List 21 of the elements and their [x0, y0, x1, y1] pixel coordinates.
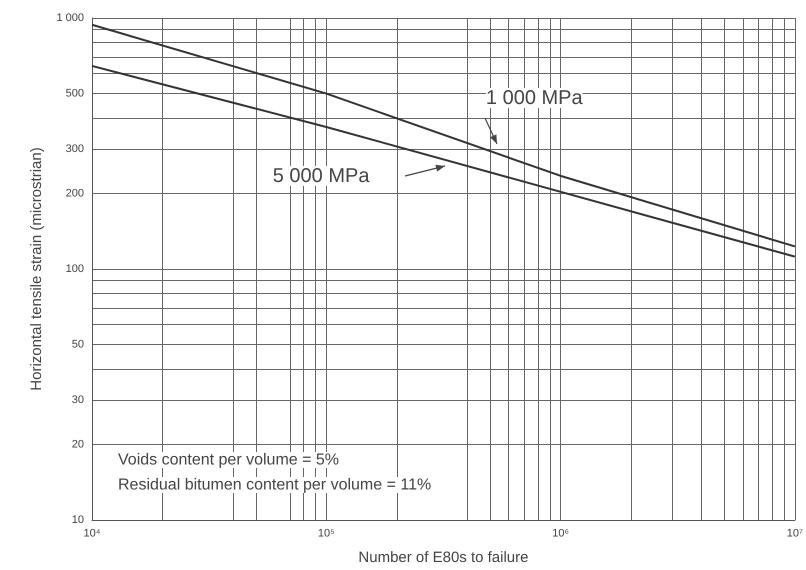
- annotation: Residual bitumen content per volume = 11%: [118, 476, 432, 494]
- y-tick-label: 50: [72, 338, 84, 351]
- y-tick-label: 100: [66, 263, 84, 275]
- x-tick-label: 10⁵: [318, 528, 335, 540]
- x-tick-label: 10⁷: [786, 528, 804, 540]
- y-tick-label: 300: [66, 143, 84, 156]
- series-label: 5 000 MPa: [272, 164, 370, 187]
- y-tick-label: 200: [66, 187, 84, 200]
- y-axis-title: Horizontal tensile strain (microstrian): [28, 147, 45, 391]
- annotation: Voids content per volume = 5%: [118, 452, 340, 468]
- series-label: 1 000 MPa: [486, 87, 584, 110]
- x-axis-title: Number of E80s to failure: [358, 549, 528, 566]
- y-tick-label: 20: [72, 438, 84, 450]
- y-tick-label: 10: [72, 514, 84, 526]
- x-tick-label: 10⁶: [552, 528, 569, 540]
- x-tick-label: 10⁴: [84, 528, 101, 540]
- line-series: [91, 24, 796, 248]
- y-tick-label: 500: [66, 88, 84, 100]
- y-tick-label: 1 000: [56, 12, 84, 24]
- y-tick-label: 30: [72, 394, 84, 406]
- line-series: [91, 64, 796, 258]
